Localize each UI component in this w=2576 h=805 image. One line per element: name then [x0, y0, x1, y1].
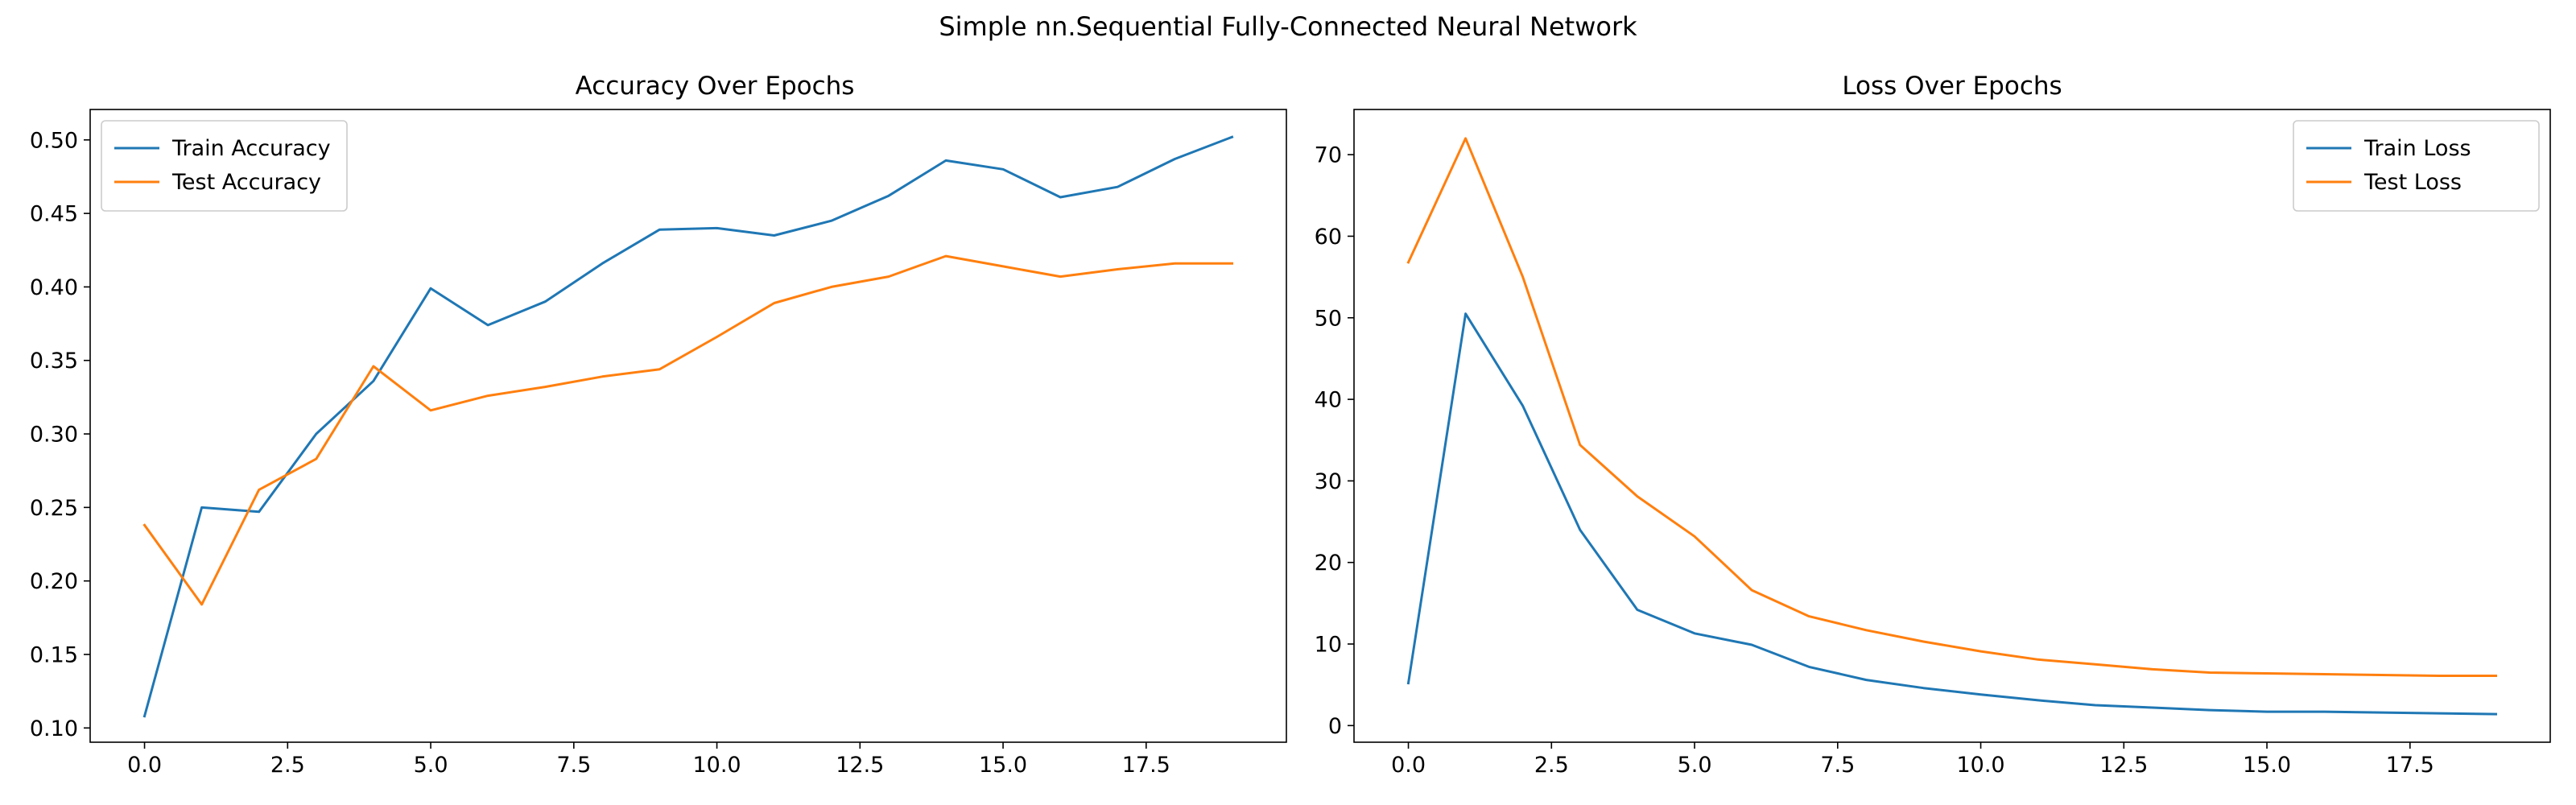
- accuracy-xtick-label: 5.0: [414, 753, 448, 778]
- loss-chart-panel: Loss Over Epochs 0.0 2.5 5.0 7.5 10.0 12.5 15.…: [1315, 72, 2551, 778]
- accuracy-ytick-label: 0.50: [30, 128, 78, 153]
- loss-legend-box: [2293, 120, 2540, 212]
- loss-xtick-label: 12.5: [2099, 753, 2148, 778]
- accuracy-chart-title: Accuracy Over Epochs: [576, 72, 855, 101]
- train-accuracy-line: [142, 135, 1234, 718]
- accuracy-ytick-label: 0.35: [30, 349, 78, 374]
- accuracy-ytick-label: 0.45: [30, 202, 78, 227]
- loss-legend: Train Loss Test Loss: [2293, 120, 2540, 212]
- loss-ytick-label: 10: [1315, 633, 1342, 658]
- accuracy-xtick-label: 15.0: [979, 753, 1027, 778]
- accuracy-ytick-label: 0.40: [30, 275, 78, 300]
- loss-ytick-label: 0: [1328, 714, 1342, 739]
- accuracy-chart-panel: Accuracy Over Epochs 0.0 2.5 5.0 7.5 10.0 12.…: [30, 72, 1287, 778]
- accuracy-ytick-label: 0.10: [30, 716, 78, 741]
- train-loss-line: [1406, 312, 2498, 716]
- accuracy-xtick-label: 0.0: [127, 753, 162, 778]
- loss-ytick-label: 70: [1315, 143, 1342, 168]
- loss-ytick-label: 50: [1315, 306, 1342, 331]
- loss-ytick-label: 20: [1315, 551, 1342, 576]
- loss-plot-frame: [1353, 109, 2551, 743]
- test-loss-line: [1406, 137, 2497, 677]
- loss-ytick-label: 40: [1315, 388, 1342, 413]
- loss-xtick-label: 17.5: [2386, 753, 2434, 778]
- loss-chart-title: Loss Over Epochs: [1842, 72, 2062, 101]
- loss-xtick-label: 5.0: [1678, 753, 1712, 778]
- accuracy-legend-box: [101, 120, 348, 212]
- accuracy-xtick-label: 17.5: [1122, 753, 1170, 778]
- test-accuracy-legend-label: Test Accuracy: [171, 170, 321, 195]
- accuracy-ytick-label: 0.25: [30, 496, 78, 521]
- accuracy-xtick-label: 7.5: [556, 753, 591, 778]
- loss-ytick-label: 30: [1315, 469, 1342, 494]
- figure-suptitle: Simple nn.Sequential Fully-Connected Neu…: [939, 11, 1637, 42]
- accuracy-ytick-label: 0.20: [30, 569, 78, 594]
- loss-xtick-label: 0.0: [1391, 753, 1426, 778]
- accuracy-xtick-label: 12.5: [836, 753, 884, 778]
- loss-xtick-label: 7.5: [1820, 753, 1855, 778]
- accuracy-legend: Train Accuracy Test Accuracy: [101, 120, 348, 212]
- accuracy-xtick-label: 2.5: [270, 753, 305, 778]
- loss-xtick-label: 10.0: [1956, 753, 2004, 778]
- loss-xtick-label: 2.5: [1534, 753, 1569, 778]
- test-loss-legend-label: Test Loss: [2363, 170, 2462, 195]
- accuracy-xtick-label: 10.0: [692, 753, 741, 778]
- test-accuracy-line: [142, 254, 1233, 606]
- loss-ytick-label: 60: [1315, 225, 1342, 250]
- loss-xtick-label: 15.0: [2243, 753, 2291, 778]
- train-accuracy-legend-label: Train Accuracy: [171, 136, 331, 161]
- accuracy-ytick-label: 0.30: [30, 423, 78, 448]
- accuracy-ytick-label: 0.15: [30, 642, 78, 667]
- accuracy-plot-frame: [89, 109, 1287, 743]
- train-loss-legend-label: Train Loss: [2363, 136, 2471, 161]
